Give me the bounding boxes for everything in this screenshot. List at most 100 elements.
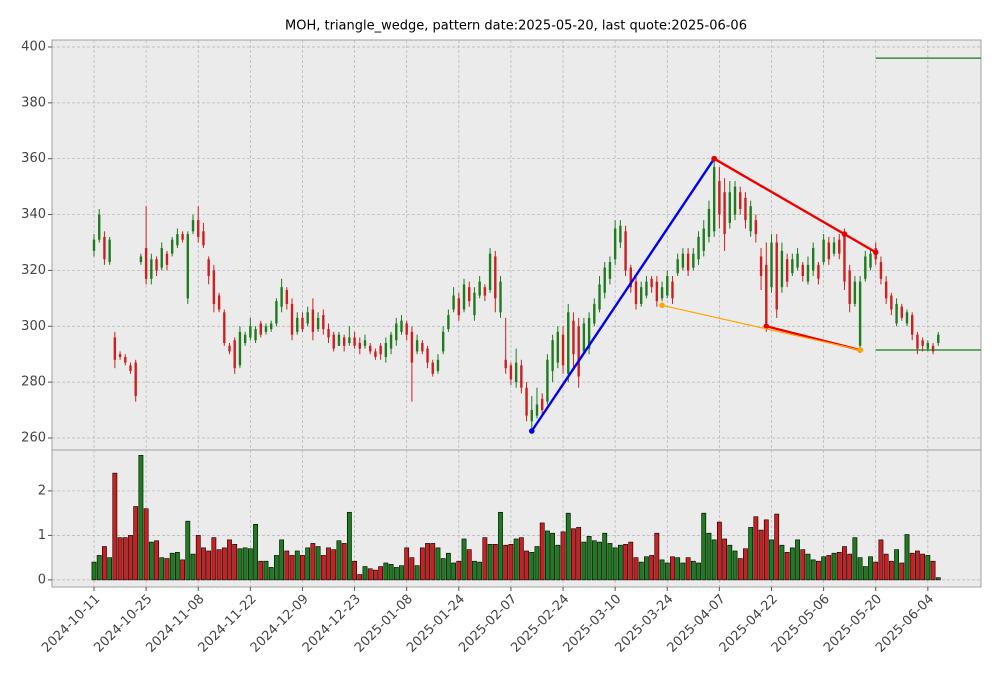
candle-body xyxy=(238,331,242,366)
volume-bar xyxy=(310,543,316,581)
volume-bar xyxy=(414,565,420,581)
volume-bar xyxy=(107,557,113,581)
volume-bar xyxy=(274,555,279,581)
volume-bar xyxy=(378,566,384,581)
volume-bar xyxy=(122,537,128,581)
volume-bar xyxy=(909,552,915,581)
volume-bar xyxy=(779,544,785,581)
marks xyxy=(91,57,981,581)
volume-bar xyxy=(466,549,472,581)
candle-body xyxy=(577,326,580,377)
volume-bar xyxy=(555,544,561,581)
candle-body xyxy=(483,287,487,296)
candle-body xyxy=(765,264,768,324)
volume-bar xyxy=(492,543,498,581)
volume-bar xyxy=(284,550,290,581)
candle-body xyxy=(937,334,940,344)
candle-body xyxy=(775,242,778,310)
pattern-point xyxy=(872,249,879,256)
volume-bar xyxy=(425,543,430,581)
volume-bar xyxy=(357,574,363,581)
volume-bar xyxy=(623,543,628,581)
candle-body xyxy=(103,236,106,260)
volume-bar xyxy=(847,553,853,581)
candle-body xyxy=(353,337,356,346)
candle-body xyxy=(202,231,205,246)
candle-body xyxy=(712,167,716,232)
volume-bar xyxy=(112,472,118,581)
candle-body xyxy=(832,242,836,254)
pattern-line xyxy=(530,158,716,432)
candle-body xyxy=(780,250,784,288)
volume-bar xyxy=(346,511,352,581)
volume-bar xyxy=(904,534,910,581)
candle-body xyxy=(363,340,367,346)
candle-body xyxy=(155,259,158,271)
volume-bar xyxy=(435,547,441,581)
candle-body xyxy=(332,334,335,349)
volume-bar xyxy=(836,552,842,581)
volume-bar xyxy=(232,543,238,581)
candle-body xyxy=(275,301,278,324)
volume-bar xyxy=(545,530,550,581)
volume-bar xyxy=(393,567,399,581)
candle-body xyxy=(895,303,898,324)
volume-bar xyxy=(816,560,821,581)
candle-body xyxy=(468,287,471,302)
candle-body xyxy=(540,398,544,411)
candle-body xyxy=(197,220,200,237)
candle-body xyxy=(384,343,388,357)
candle-body xyxy=(556,331,560,363)
candle-body xyxy=(165,253,169,265)
candle-body xyxy=(853,281,857,304)
candle-body xyxy=(660,287,664,299)
candle-body xyxy=(546,359,549,402)
candle-body xyxy=(488,253,492,290)
candle-body xyxy=(410,331,414,363)
volume-bar xyxy=(300,555,305,581)
volume-bar xyxy=(581,541,587,581)
candle-body xyxy=(801,264,804,277)
candle-body xyxy=(228,345,231,352)
volume-bar xyxy=(326,547,331,581)
candle-body xyxy=(749,206,752,232)
candle-body xyxy=(342,337,346,346)
volume-bar xyxy=(706,532,712,581)
volume-bar xyxy=(821,556,827,581)
volume-bar xyxy=(289,555,295,581)
volume-bar xyxy=(571,528,576,581)
candle-body xyxy=(530,410,533,422)
volume-bar xyxy=(737,558,743,581)
volume-bar xyxy=(591,540,597,581)
volume-bar xyxy=(873,561,879,581)
candle-body xyxy=(843,234,846,282)
candle-body xyxy=(666,276,669,296)
volume-bar xyxy=(670,556,675,581)
volume-bar xyxy=(117,537,123,581)
candle-body xyxy=(478,281,481,296)
candle-body xyxy=(176,234,179,246)
candle-body xyxy=(624,231,627,271)
y-tick-label: 400 xyxy=(21,39,46,54)
volume-bar xyxy=(336,540,342,581)
volume-bar xyxy=(930,560,936,581)
volume-bar xyxy=(388,564,394,581)
candle-body xyxy=(301,317,304,330)
volume-bar xyxy=(628,541,634,581)
candle-body xyxy=(316,317,320,330)
candle-body xyxy=(869,253,872,268)
volume-bar xyxy=(159,557,165,581)
volume-bar xyxy=(461,538,467,581)
volume-bar xyxy=(935,577,941,581)
volume-bar xyxy=(206,550,212,581)
volume-bar xyxy=(185,520,191,581)
volume-bar xyxy=(174,552,180,581)
volume-bar xyxy=(503,544,509,581)
volume-bar xyxy=(758,529,764,581)
candle-body xyxy=(916,334,919,349)
candle-body xyxy=(327,329,330,338)
candle-body xyxy=(634,281,638,304)
candle-body xyxy=(520,365,523,388)
candle-body xyxy=(702,228,705,251)
volume-bar xyxy=(247,548,253,581)
